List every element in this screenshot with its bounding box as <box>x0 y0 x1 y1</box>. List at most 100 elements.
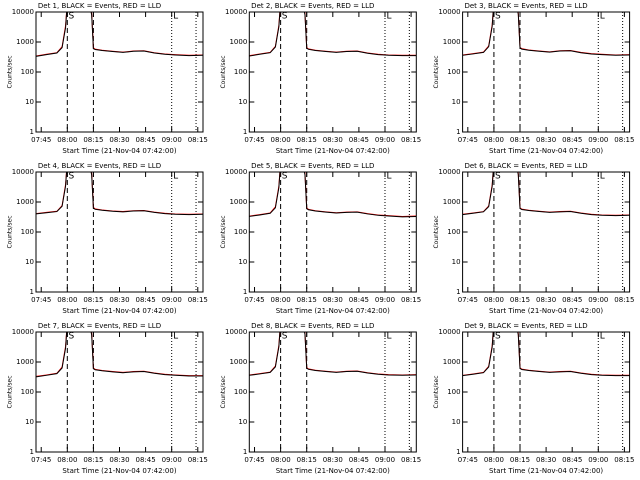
panel: Det 9, BLACK = Events, RED = LLD Start Ti… <box>433 322 634 475</box>
x-tick-label: 08:00 <box>484 296 504 304</box>
marker-label: S <box>68 172 74 182</box>
marker-label: S <box>68 12 74 22</box>
y-tick-label: 10 <box>238 418 247 426</box>
marker-label: L <box>173 172 178 182</box>
y-tick-label: 100 <box>21 228 34 236</box>
y-tick-label: 10000 <box>225 168 247 176</box>
x-axis-label: Start Time (21-Nov-04 07:42:00) <box>489 147 603 155</box>
x-tick-label: 08:15 <box>401 456 421 464</box>
y-tick-label: 1000 <box>229 38 247 46</box>
marker-label: S <box>282 172 288 182</box>
panel: Det 7, BLACK = Events, RED = LLD Start Ti… <box>7 322 208 475</box>
x-tick-label: 08:15 <box>188 456 208 464</box>
x-axis-label: Start Time (21-Nov-04 07:42:00) <box>276 147 390 155</box>
y-axis-label: Counts/sec <box>220 215 227 248</box>
y-tick-label: 10000 <box>438 168 460 176</box>
y-tick-label: 1 <box>456 128 460 136</box>
x-tick-label: 08:00 <box>57 136 77 144</box>
x-tick-label: 07:45 <box>31 296 51 304</box>
marker-label: S <box>68 332 74 342</box>
y-tick-label: 1000 <box>229 358 247 366</box>
x-tick-label: 08:15 <box>510 136 530 144</box>
marker-label: S <box>282 332 288 342</box>
y-tick-label: 10 <box>25 258 34 266</box>
plot-frame <box>35 11 204 133</box>
series-line <box>249 12 417 57</box>
x-tick-label: 08:45 <box>562 296 582 304</box>
plot-frame <box>462 331 631 453</box>
panel: Det 5, BLACK = Events, RED = LLD Start Ti… <box>220 162 421 315</box>
plot-frame <box>462 11 631 133</box>
x-tick-label: 08:15 <box>188 296 208 304</box>
x-axis-label: Start Time (21-Nov-04 07:42:00) <box>489 467 603 475</box>
x-axis-label: Start Time (21-Nov-04 07:42:00) <box>276 307 390 315</box>
marker-label: L <box>173 332 178 342</box>
y-tick-label: 10 <box>452 418 461 426</box>
x-tick-label: 08:45 <box>349 136 369 144</box>
chart-title: Det 5, BLACK = Events, RED = LLD <box>251 162 374 170</box>
x-tick-label: 08:30 <box>536 296 556 304</box>
x-tick-label: 08:15 <box>83 456 103 464</box>
y-tick-label: 100 <box>234 228 247 236</box>
x-tick-label: 08:30 <box>109 136 129 144</box>
x-tick-label: 09:00 <box>588 296 608 304</box>
series-line <box>462 172 630 217</box>
x-tick-label: 07:45 <box>31 136 51 144</box>
x-tick-label: 08:45 <box>349 456 369 464</box>
y-tick-label: 100 <box>21 388 34 396</box>
marker-label: L <box>386 172 391 182</box>
x-tick-label: 08:00 <box>271 456 291 464</box>
y-tick-label: 10 <box>25 98 34 106</box>
marker-label: L <box>386 12 391 22</box>
series-line <box>249 172 417 218</box>
y-axis-label: Counts/sec <box>433 375 440 408</box>
panel: Det 1, BLACK = Events, RED = LLD Start Ti… <box>7 2 208 155</box>
y-tick-label: 10 <box>238 98 247 106</box>
series-line <box>249 332 417 376</box>
y-tick-label: 10000 <box>225 328 247 336</box>
x-tick-label: 08:00 <box>484 456 504 464</box>
series-line <box>462 12 630 56</box>
y-tick-label: 1 <box>456 288 460 296</box>
x-tick-label: 08:45 <box>349 296 369 304</box>
plot-frame <box>248 11 417 133</box>
plot-frame <box>35 331 204 453</box>
y-tick-label: 1000 <box>229 198 247 206</box>
plot-frame <box>248 331 417 453</box>
y-tick-label: 10000 <box>12 168 34 176</box>
x-axis-label: Start Time (21-Nov-04 07:42:00) <box>62 147 176 155</box>
x-tick-label: 08:15 <box>510 296 530 304</box>
marker-label: S <box>495 172 501 182</box>
x-tick-label: 08:00 <box>484 136 504 144</box>
y-axis-label: Counts/sec <box>7 215 14 248</box>
x-tick-label: 08:15 <box>614 456 634 464</box>
panel: Det 6, BLACK = Events, RED = LLD Start Ti… <box>433 162 634 315</box>
y-axis-label: Counts/sec <box>220 55 227 88</box>
panel: Det 4, BLACK = Events, RED = LLD Start Ti… <box>7 162 208 315</box>
y-tick-label: 100 <box>447 388 460 396</box>
y-tick-label: 1 <box>456 448 460 456</box>
panel: Det 8, BLACK = Events, RED = LLD Start Ti… <box>220 322 421 475</box>
y-tick-label: 10 <box>452 98 461 106</box>
x-axis-label: Start Time (21-Nov-04 07:42:00) <box>62 467 176 475</box>
x-tick-label: 08:00 <box>271 136 291 144</box>
y-tick-label: 10000 <box>438 8 460 16</box>
x-tick-label: 08:15 <box>401 296 421 304</box>
x-tick-label: 08:00 <box>57 456 77 464</box>
chart-title: Det 4, BLACK = Events, RED = LLD <box>38 162 161 170</box>
x-tick-label: 08:15 <box>297 136 317 144</box>
x-tick-label: 08:45 <box>136 296 156 304</box>
series-line <box>36 172 203 216</box>
x-tick-label: 08:15 <box>401 136 421 144</box>
x-tick-label: 07:45 <box>458 136 478 144</box>
x-tick-label: 09:00 <box>162 136 182 144</box>
x-axis-label: Start Time (21-Nov-04 07:42:00) <box>62 307 176 315</box>
x-tick-label: 08:45 <box>562 136 582 144</box>
x-tick-label: 08:15 <box>83 136 103 144</box>
series-line <box>36 12 203 57</box>
x-tick-label: 08:00 <box>271 296 291 304</box>
y-tick-label: 1 <box>243 288 247 296</box>
chart-title: Det 1, BLACK = Events, RED = LLD <box>38 2 161 10</box>
y-axis-label: Counts/sec <box>7 55 14 88</box>
series-line <box>462 332 630 377</box>
